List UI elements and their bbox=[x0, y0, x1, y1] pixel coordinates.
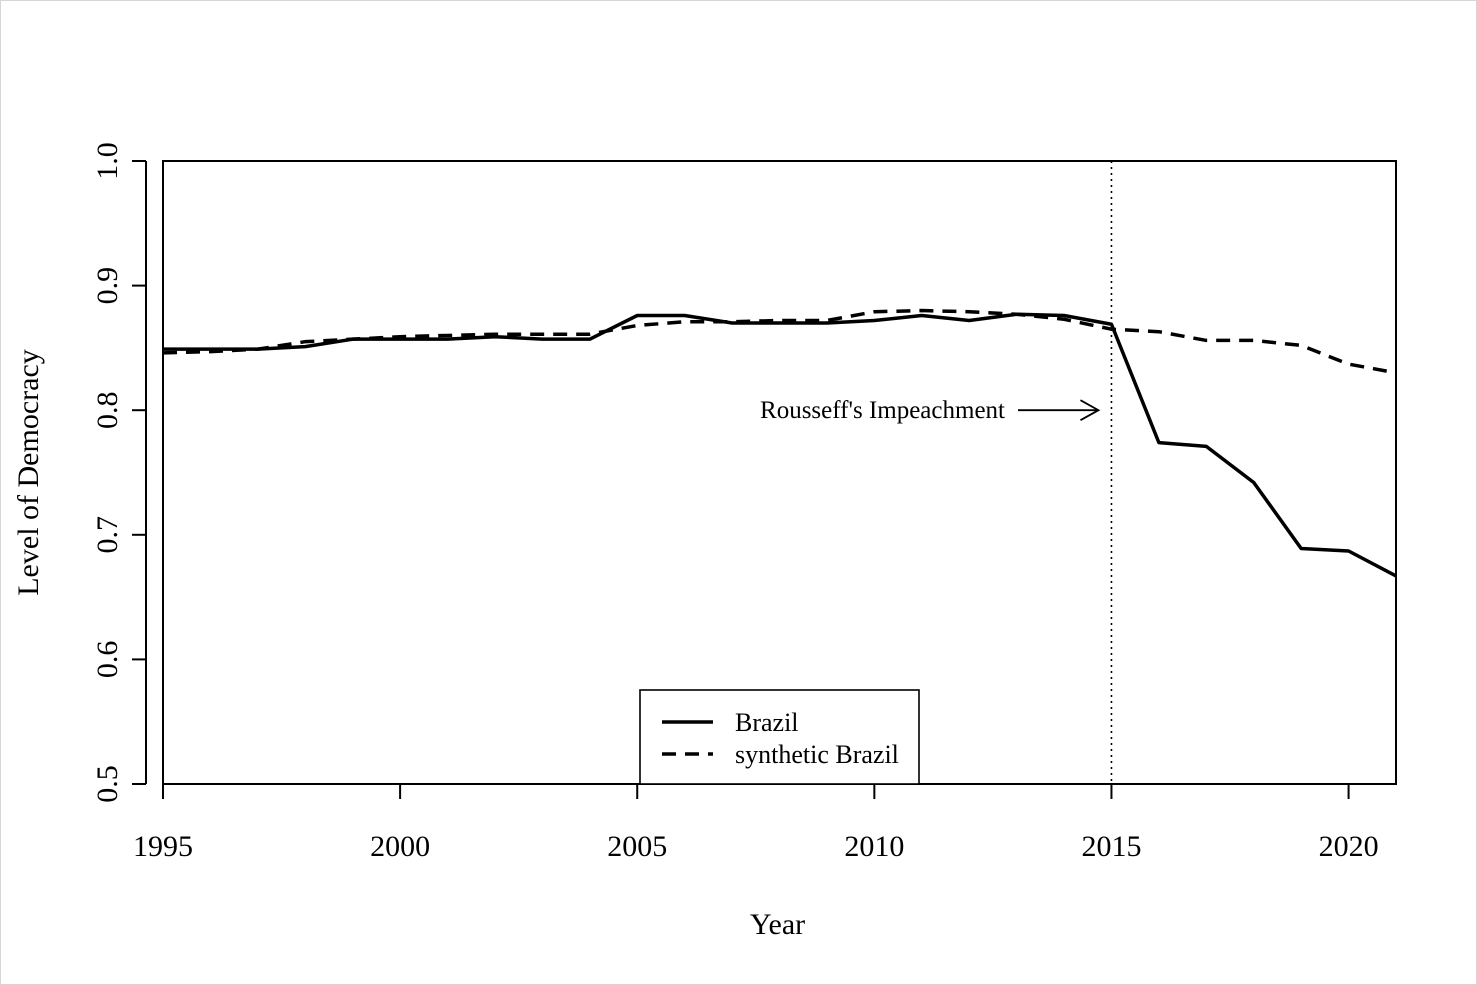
y-axis: 0.5 0.6 0.7 0.8 0.9 1.0 bbox=[91, 142, 147, 803]
x-axis-title: Year bbox=[750, 908, 805, 941]
x-tick-label: 2005 bbox=[607, 830, 667, 863]
x-tick-label: 2015 bbox=[1081, 830, 1141, 863]
legend-label-brazil: Brazil bbox=[735, 708, 799, 737]
x-axis: 1995 2000 2005 2010 2015 2020 bbox=[133, 783, 1379, 863]
y-tick-label: 0.7 bbox=[91, 516, 124, 554]
y-tick-label: 1.0 bbox=[91, 142, 124, 180]
legend-box bbox=[639, 689, 920, 785]
x-tick-label: 1995 bbox=[133, 830, 193, 863]
x-tick-label: 2000 bbox=[370, 830, 430, 863]
arrow-head bbox=[1080, 399, 1101, 421]
legend: Brazil synthetic Brazil bbox=[639, 689, 920, 785]
annotation-label: Rousseff's Impeachment bbox=[760, 397, 1005, 424]
series-lines bbox=[162, 308, 1397, 578]
x-tick-label: 2020 bbox=[1319, 830, 1379, 863]
y-tick-label: 0.8 bbox=[91, 391, 124, 429]
y-tick-label: 0.9 bbox=[91, 267, 124, 305]
x-tick-label: 2010 bbox=[844, 830, 904, 863]
impeachment-annotation: Rousseff's Impeachment bbox=[760, 397, 1101, 424]
legend-label-synthetic-brazil: synthetic Brazil bbox=[735, 740, 899, 769]
y-tick-label: 0.6 bbox=[91, 641, 124, 679]
series-line-brazil bbox=[163, 312, 1397, 578]
y-axis-title: Level of Democracy bbox=[12, 349, 45, 596]
y-tick-label: 0.5 bbox=[91, 765, 124, 803]
